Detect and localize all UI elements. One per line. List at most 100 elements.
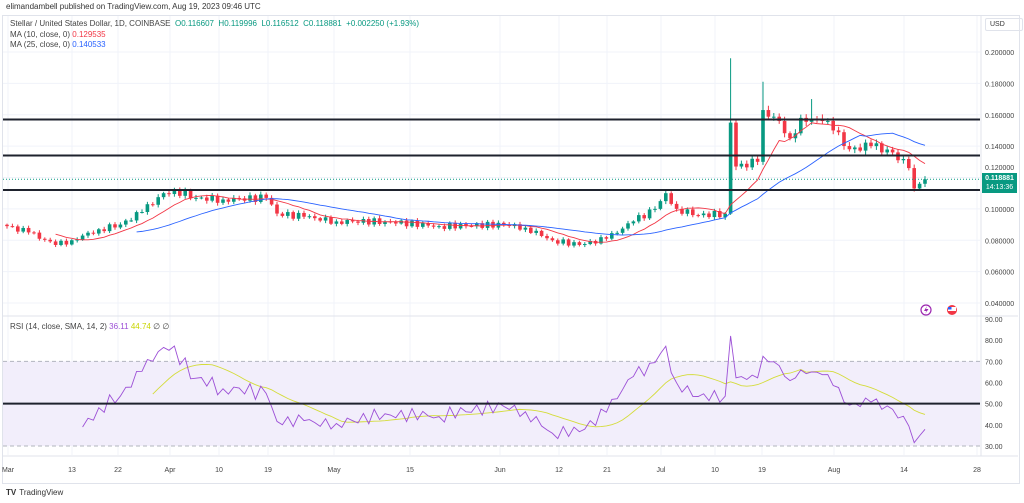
candle-body bbox=[75, 239, 79, 241]
ma10-legend[interactable]: MA (10, close, 0) 0.129535 bbox=[10, 30, 106, 39]
candle-body bbox=[620, 228, 625, 233]
ma25-line bbox=[136, 132, 926, 236]
candle-body bbox=[16, 226, 20, 232]
candle-body bbox=[183, 190, 187, 196]
candle-body bbox=[221, 199, 225, 203]
ma10-label: MA (10, close, 0) bbox=[10, 30, 71, 39]
candle-body bbox=[102, 229, 106, 232]
candle-body bbox=[680, 208, 684, 214]
candle-body bbox=[901, 158, 906, 161]
candle-body bbox=[210, 195, 214, 201]
candle-body bbox=[323, 217, 328, 221]
price-tick-label: 0.140000 bbox=[985, 144, 1014, 151]
symbol-legend: Stellar / United States Dollar, 1D, COIN… bbox=[10, 19, 419, 28]
ma25-legend[interactable]: MA (25, close, 0) 0.140533 bbox=[10, 40, 106, 49]
candle-body bbox=[404, 220, 409, 227]
time-tick-label: 12 bbox=[555, 467, 563, 474]
price-tick-label: 0.040000 bbox=[985, 301, 1014, 308]
time-tick-label: 19 bbox=[758, 467, 766, 474]
ma25-label: MA (25, close, 0) bbox=[10, 40, 71, 49]
candle-body bbox=[534, 230, 538, 233]
candle-body bbox=[604, 237, 609, 239]
candle-body bbox=[248, 195, 252, 201]
candle-body bbox=[863, 142, 868, 151]
candle-body bbox=[475, 223, 479, 227]
rsi-tick-label: 90.00 bbox=[985, 317, 1003, 324]
currency-button[interactable]: USD bbox=[985, 18, 1023, 31]
candle-body bbox=[642, 215, 646, 219]
candle-body bbox=[48, 239, 52, 242]
candle-body bbox=[259, 194, 263, 202]
rsi-sma-value: 44.74 bbox=[130, 322, 151, 331]
time-tick-label: Apr bbox=[165, 467, 177, 474]
candle-body bbox=[761, 110, 765, 162]
candle-body bbox=[86, 232, 90, 236]
candle-body bbox=[151, 204, 155, 206]
candle-body bbox=[383, 221, 387, 225]
rsi-value: 36.11 bbox=[109, 322, 129, 331]
candle-body bbox=[426, 223, 430, 226]
candle-body bbox=[70, 240, 74, 245]
rsi-line bbox=[82, 335, 926, 444]
candle-body bbox=[442, 226, 447, 229]
candle-body bbox=[728, 122, 733, 214]
candle-body bbox=[291, 212, 295, 219]
candle-body bbox=[356, 221, 360, 223]
current-price-label: 0.118881 14:13:36 bbox=[982, 173, 1017, 193]
time-tick-label: Jun bbox=[494, 467, 505, 474]
candle-body bbox=[610, 233, 614, 239]
candle-body bbox=[275, 204, 279, 214]
candle-body bbox=[745, 163, 749, 168]
candle-body bbox=[307, 216, 312, 218]
candle-body bbox=[32, 232, 36, 234]
candle-body bbox=[637, 215, 641, 222]
candle-body bbox=[37, 232, 42, 239]
candle-body bbox=[226, 199, 231, 202]
rsi-tick-label: 40.00 bbox=[985, 423, 1003, 430]
candle-body bbox=[572, 242, 576, 246]
candle-body bbox=[448, 222, 452, 229]
candle-body bbox=[59, 240, 63, 245]
branding-text: TradingView bbox=[19, 488, 64, 497]
price-tick-label: 0.120000 bbox=[985, 165, 1014, 172]
candle-body bbox=[556, 240, 560, 244]
candle-body bbox=[718, 210, 722, 218]
candle-body bbox=[566, 239, 571, 246]
price-tick-label: 0.080000 bbox=[985, 238, 1014, 245]
price-tick-label: 0.200000 bbox=[985, 50, 1014, 57]
candle-body bbox=[491, 221, 495, 228]
publish-info: elimandambell published on TradingView.c… bbox=[6, 2, 261, 11]
time-tick-label: 15 bbox=[406, 467, 414, 474]
candle-body bbox=[583, 244, 587, 246]
us-flag-canton bbox=[948, 307, 952, 310]
candle-body bbox=[788, 133, 792, 139]
candle-body bbox=[124, 220, 128, 225]
candle-body bbox=[156, 197, 160, 205]
candle-body bbox=[485, 221, 490, 228]
change-value: +0.002250 (+1.93%) bbox=[346, 19, 420, 28]
candle-body bbox=[669, 193, 673, 204]
open-value: O0.116607 bbox=[174, 19, 214, 28]
candle-body bbox=[415, 220, 420, 227]
candle-body bbox=[296, 212, 301, 219]
candle-body bbox=[826, 120, 830, 122]
close-value: C0.118881 bbox=[303, 19, 342, 28]
candle-body bbox=[750, 158, 754, 168]
current-price: 0.118881 bbox=[985, 175, 1014, 182]
candle-body bbox=[782, 121, 787, 134]
candle-body bbox=[907, 158, 911, 169]
candle-body bbox=[64, 240, 69, 245]
candle-body bbox=[658, 201, 663, 209]
rsi-legend[interactable]: RSI (14, close, SMA, 14, 2) 36.11 44.74 … bbox=[10, 322, 169, 331]
candle-body bbox=[858, 147, 862, 151]
time-tick-label: 10 bbox=[711, 467, 719, 474]
candle-body bbox=[53, 241, 58, 245]
ma10-value: 0.129535 bbox=[72, 30, 106, 39]
candle-body bbox=[912, 168, 916, 189]
candle-body bbox=[145, 204, 150, 213]
candle-body bbox=[874, 143, 879, 147]
candle-body bbox=[129, 220, 133, 222]
tradingview-logo[interactable]: TV TradingView bbox=[6, 488, 63, 497]
candle-body bbox=[545, 235, 549, 239]
